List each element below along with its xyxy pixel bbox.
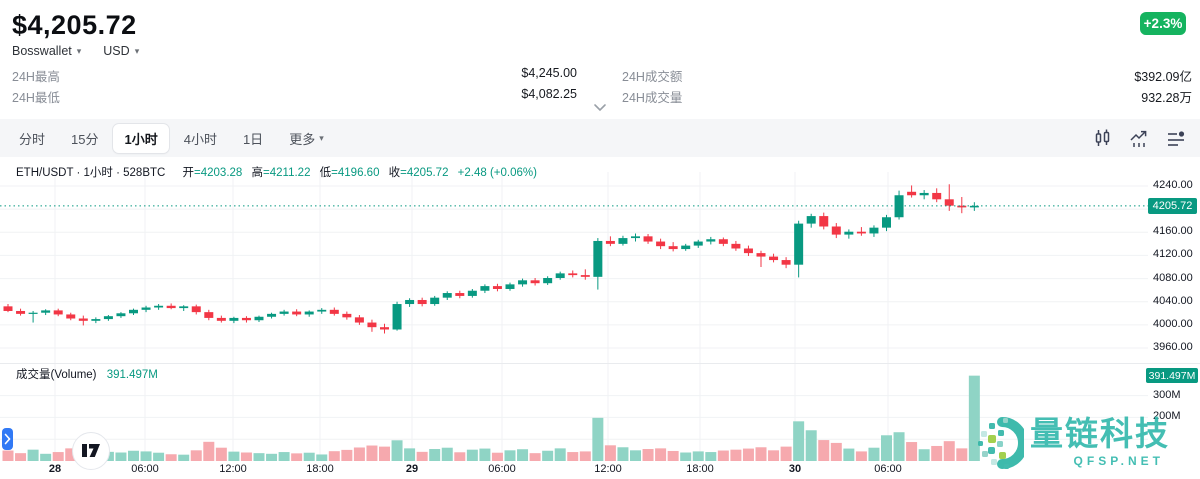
stat-label-24h-low: 24H最低 [12,91,60,105]
tab-timeframe-fenshi[interactable]: 分时 [19,131,46,147]
x-axis-tick: 06:00 [874,463,902,475]
volume-value: 391.497M [106,369,158,381]
collapse-stats-chevron-icon[interactable] [591,100,609,118]
tab-timeframe-4h[interactable]: 4小时 [183,131,217,147]
legend-close-value: 4205.72 [406,167,449,179]
tradingview-logo[interactable] [72,432,110,470]
tradingview-icon [81,444,100,457]
legend-close-label: 收 [388,167,401,179]
legend-change: +2.48 (+0.06%) [457,167,537,179]
x-axis-tick: 12:00 [594,463,622,475]
change-badge: +2.3% [1140,12,1186,35]
price-axis-label: 4000.00 [1153,317,1193,330]
tab-timeframe-1h[interactable]: 1小时 [113,123,169,153]
stat-value-24h-volume: 932.28万 [1141,91,1192,105]
legend-high-value: 4211.22 [269,167,311,179]
chart-settings-icon[interactable] [1166,128,1186,148]
price-axis-label: 4160.00 [1153,225,1193,238]
expand-panel-chevron[interactable] [2,428,13,450]
currency-selector[interactable]: USD ▾ [103,44,139,58]
volume-axis-label: 200M [1153,410,1181,423]
last-price-badge: 4205.72 [1148,198,1197,214]
stat-value-24h-high: $4,245.00 [521,66,577,80]
chevron-down-icon: ▾ [76,45,82,56]
x-axis-tick: 18:00 [306,463,334,475]
page-title-price: $4,205.72 [12,10,137,40]
timeframe-tabs: 分时 15分 1小时 4小时 1日 更多 ▾ [0,123,335,153]
last-volume-badge: 391.497M [1146,368,1198,383]
x-axis-tick: 06:00 [488,463,516,475]
stat-value-24h-low: $4,082.25 [521,87,577,101]
stat-label-24h-high: 24H最高 [12,70,60,84]
currency-selector-label: USD [103,44,130,58]
price-axis-label: 4040.00 [1153,294,1193,307]
stat-label-24h-volume: 24H成交量 [622,91,683,105]
tab-timeframe-15m[interactable]: 15分 [71,131,99,147]
x-axis-tick: 18:00 [686,463,714,475]
legend-low-label: 低 [319,167,332,179]
tab-timeframe-more[interactable]: 更多 ▾ [289,131,324,147]
candlestick-style-icon[interactable] [1092,128,1112,148]
legend-high-label: 高 [251,167,264,179]
price-axis-label: 4120.00 [1153,248,1193,261]
chart-toolbar: 分时 15分 1小时 4小时 1日 更多 ▾ [0,119,1200,157]
tab-timeframe-1d[interactable]: 1日 [242,131,264,147]
chevron-down-icon: ▾ [134,45,140,56]
chart-legend: ETH/USDT · 1小时 · 528BTC 开=4203.28 高=4211… [16,167,537,179]
x-axis-tick: 29 [405,463,419,475]
legend-symbol: ETH/USDT · 1小时 · 528BTC [16,167,166,179]
price-axis-label: 4240.00 [1153,179,1193,191]
stat-label-24h-turnover: 24H成交额 [622,70,683,84]
legend-low-value: 4196.60 [337,167,380,179]
x-axis-tick: 12:00 [219,463,247,475]
x-axis-tick: 28 [48,463,62,475]
legend-open-label: 开 [182,167,195,179]
volume-label: 成交量(Volume) [16,369,97,381]
volume-legend: 成交量(Volume) 391.497M [16,366,158,382]
indicator-icon[interactable] [1129,128,1149,148]
legend-open-value: 4203.28 [200,167,243,179]
x-axis-tick: 06:00 [131,463,159,475]
volume-axis-label: 300M [1153,388,1181,401]
x-axis-tick: 30 [788,463,802,475]
price-axis-label: 3960.00 [1153,341,1193,353]
price-axis-label: 4080.00 [1153,271,1193,284]
wallet-selector-label: Bosswallet [12,44,72,58]
wallet-selector[interactable]: Bosswallet ▾ [12,44,81,58]
chevron-down-icon: ▾ [319,132,324,143]
stat-value-24h-turnover: $392.09亿 [1134,70,1192,84]
